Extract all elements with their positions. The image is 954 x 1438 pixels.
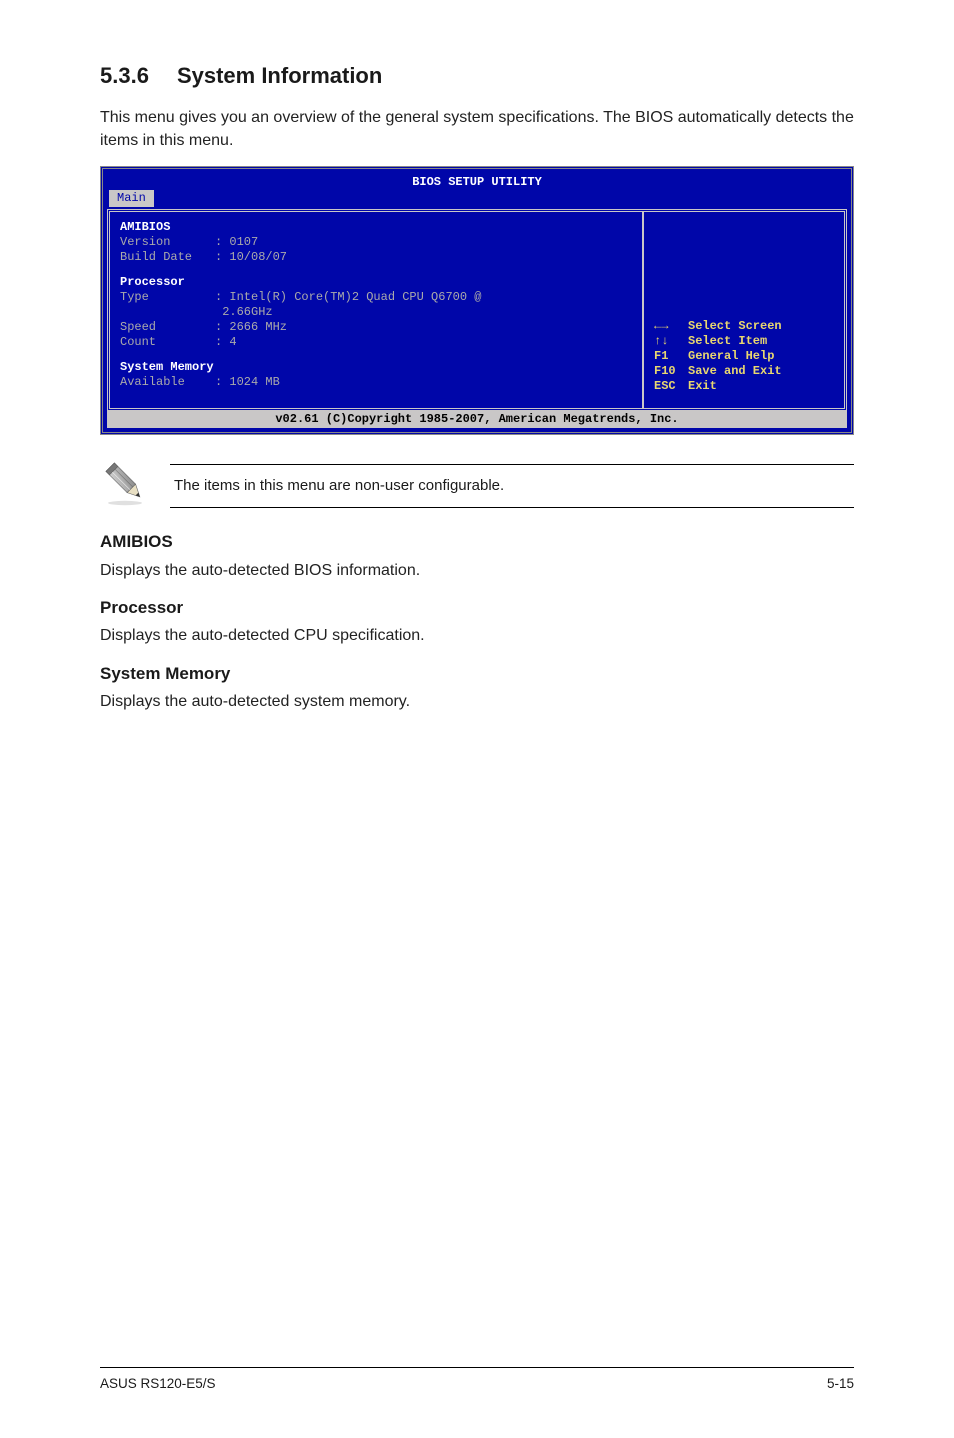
- key-f10: F10: [654, 364, 688, 379]
- amibios-build-value: : 10/08/07: [215, 250, 287, 264]
- spacer: [120, 265, 632, 275]
- processor-speed-row: Speed: 2666 MHz: [120, 320, 632, 335]
- processor-speed-label: Speed: [120, 320, 215, 335]
- help-row-select-item: ↑↓Select Item: [654, 334, 782, 349]
- bios-left-panel: AMIBIOS Version: 0107 Build Date: 10/08/…: [110, 212, 644, 408]
- processor-header: Processor: [120, 275, 632, 290]
- processor-speed-value: : 2666 MHz: [215, 320, 287, 334]
- key-esc: ESC: [654, 379, 688, 394]
- sub-memory-title: System Memory: [100, 662, 854, 687]
- help-row-exit: ESCExit: [654, 379, 782, 394]
- bios-tab-main[interactable]: Main: [109, 190, 154, 207]
- bios-body: AMIBIOS Version: 0107 Build Date: 10/08/…: [107, 209, 847, 411]
- pencil-icon: [100, 457, 150, 514]
- help-row-save: F10Save and Exit: [654, 364, 782, 379]
- key-f1: F1: [654, 349, 688, 364]
- processor-type-value2: 2.66GHz: [215, 305, 273, 319]
- processor-type-label: Type: [120, 290, 215, 305]
- help-row-general: F1General Help: [654, 349, 782, 364]
- processor-count-value: : 4: [215, 335, 237, 349]
- processor-type-value1: : Intel(R) Core(TM)2 Quad CPU Q6700 @: [215, 290, 481, 304]
- sub-processor-title: Processor: [100, 596, 854, 621]
- page-footer: ASUS RS120-E5/S 5-15: [100, 1367, 854, 1394]
- spacer: [120, 350, 632, 360]
- amibios-version-value: : 0107: [215, 235, 258, 249]
- section-title: System Information: [177, 63, 382, 88]
- bios-footer: v02.61 (C)Copyright 1985-2007, American …: [107, 411, 847, 428]
- bios-help-block: ←→Select Screen ↑↓Select Item F1General …: [654, 319, 782, 394]
- help-select-screen: Select Screen: [688, 319, 782, 333]
- section-heading: 5.3.6 System Information: [100, 60, 854, 92]
- bios-tab-row: Main: [103, 190, 851, 209]
- key-ud: ↑↓: [654, 334, 688, 349]
- help-general: General Help: [688, 349, 774, 363]
- footer-right: 5-15: [827, 1374, 854, 1394]
- help-select-item: Select Item: [688, 334, 767, 348]
- memory-avail-value: : 1024 MB: [215, 375, 280, 389]
- processor-type-row2: 2.66GHz: [120, 305, 632, 320]
- memory-header: System Memory: [120, 360, 632, 375]
- memory-avail-row: Available: 1024 MB: [120, 375, 632, 390]
- section-number: 5.3.6: [100, 60, 149, 92]
- amibios-build-label: Build Date: [120, 250, 215, 265]
- amibios-version-label: Version: [120, 235, 215, 250]
- sub-memory-body: Displays the auto-detected system memory…: [100, 690, 854, 713]
- bios-title: BIOS SETUP UTILITY: [103, 169, 851, 190]
- amibios-build-row: Build Date: 10/08/07: [120, 250, 632, 265]
- bios-window: BIOS SETUP UTILITY Main AMIBIOS Version:…: [100, 166, 854, 435]
- key-lr: ←→: [654, 319, 688, 334]
- footer-left: ASUS RS120-E5/S: [100, 1374, 216, 1394]
- processor-count-row: Count: 4: [120, 335, 632, 350]
- help-exit: Exit: [688, 379, 717, 393]
- processor-count-label: Count: [120, 335, 215, 350]
- memory-avail-label: Available: [120, 375, 215, 390]
- processor-type-row: Type: Intel(R) Core(TM)2 Quad CPU Q6700 …: [120, 290, 632, 305]
- sub-processor-body: Displays the auto-detected CPU specifica…: [100, 624, 854, 647]
- amibios-header: AMIBIOS: [120, 220, 632, 235]
- intro-paragraph: This menu gives you an overview of the g…: [100, 106, 854, 152]
- sub-amibios-body: Displays the auto-detected BIOS informat…: [100, 559, 854, 582]
- bios-right-panel: ←→Select Screen ↑↓Select Item F1General …: [644, 212, 844, 408]
- note-text: The items in this menu are non-user conf…: [170, 464, 854, 508]
- note-block: The items in this menu are non-user conf…: [100, 457, 854, 514]
- amibios-version-row: Version: 0107: [120, 235, 632, 250]
- help-row-select-screen: ←→Select Screen: [654, 319, 782, 334]
- sub-amibios-title: AMIBIOS: [100, 530, 854, 555]
- help-save: Save and Exit: [688, 364, 782, 378]
